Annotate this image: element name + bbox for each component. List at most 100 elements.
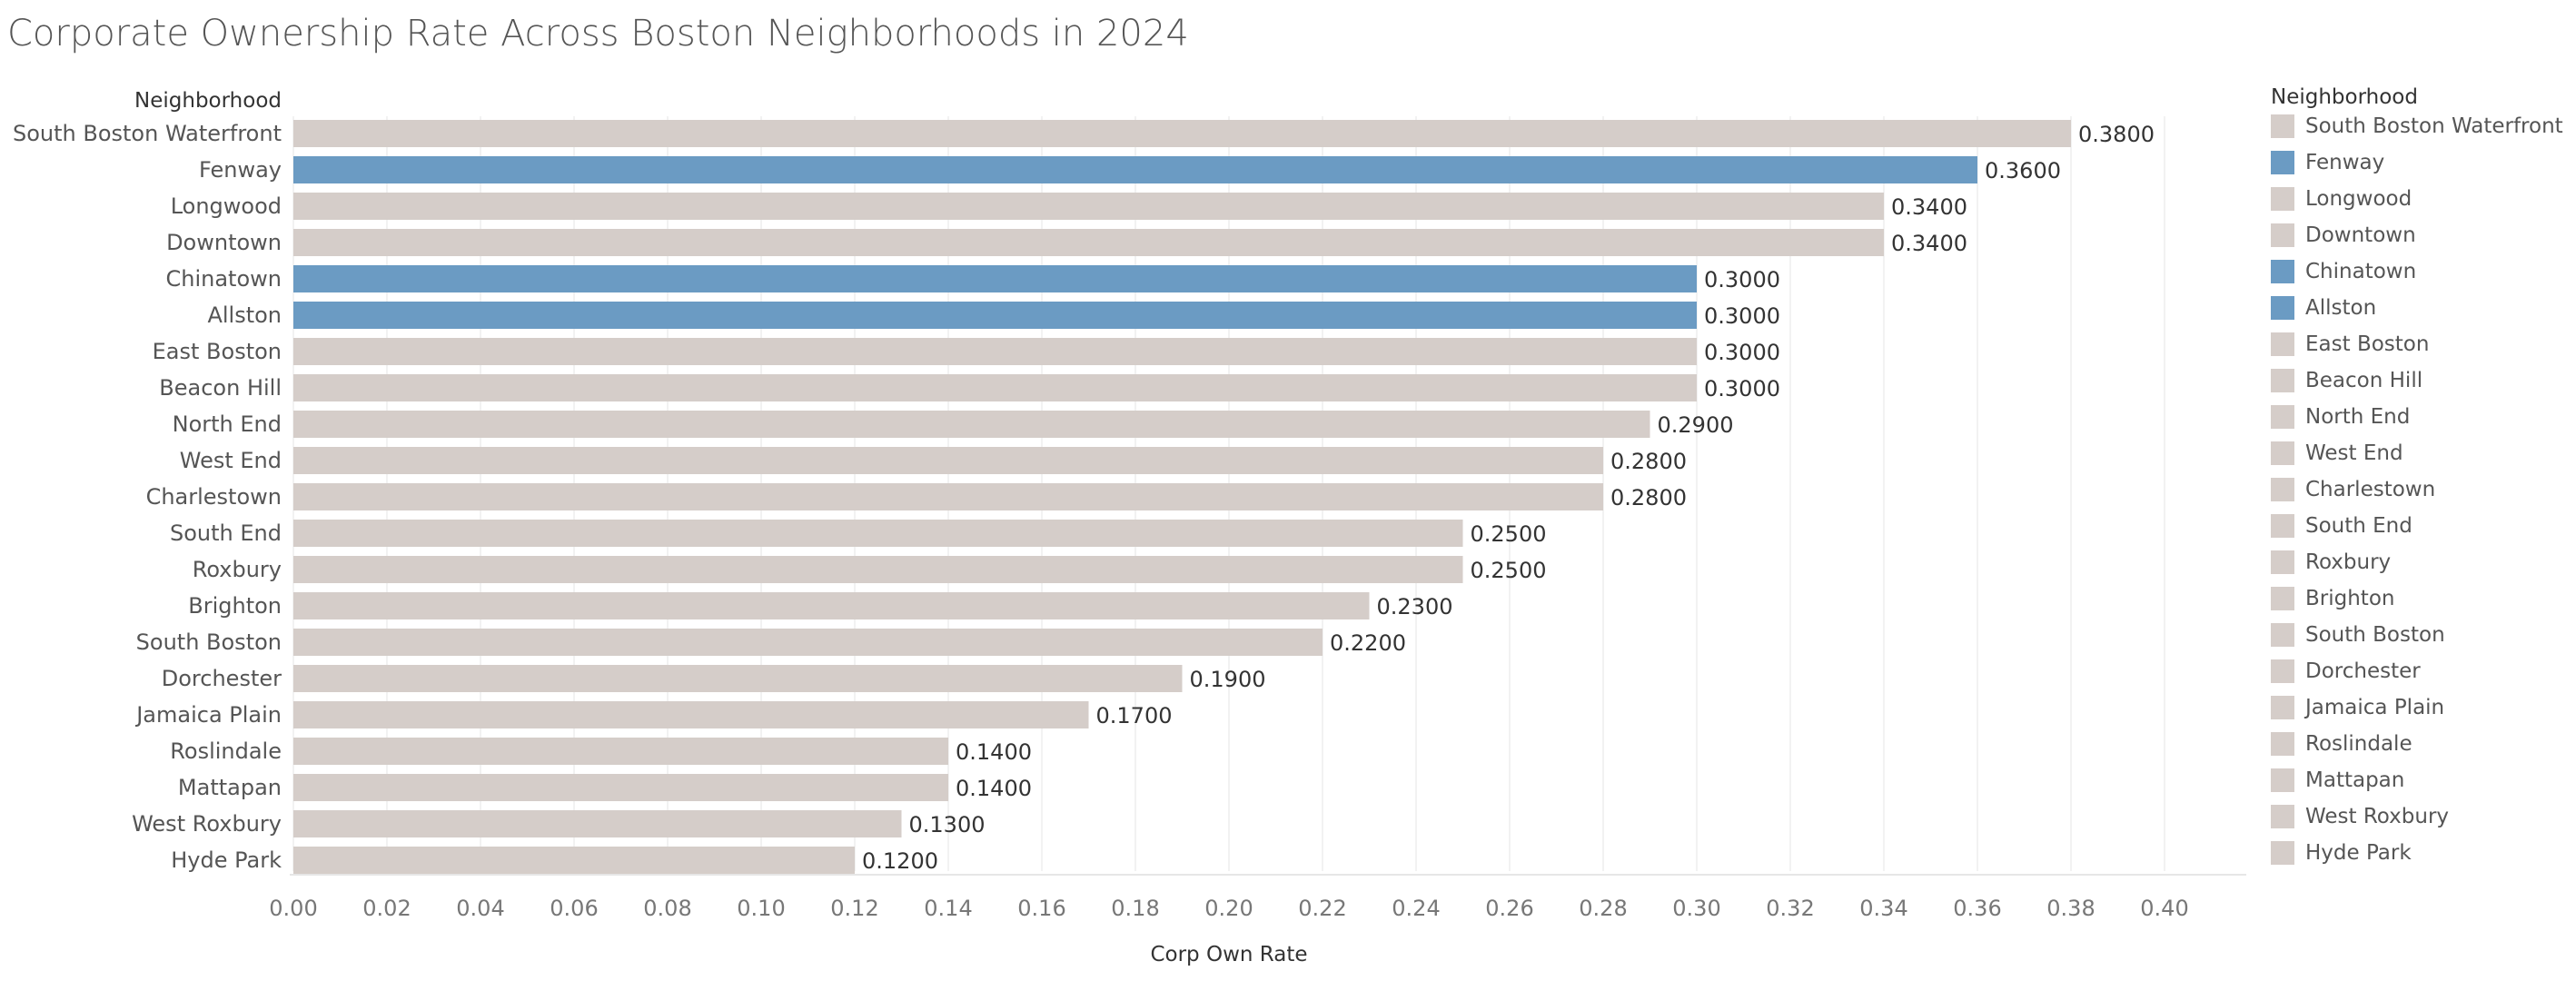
bar[interactable]	[293, 665, 1183, 692]
bar[interactable]	[293, 847, 855, 874]
bar-chart: 0.00 0.02 0.04 0.06 0.08 0.10 0.12 0.14 0.16 0.18…	[13, 89, 2246, 966]
legend-label: Dorchester	[2305, 659, 2421, 683]
x-tick-label: 0.40	[2140, 896, 2188, 921]
category-label: South Boston Waterfront	[13, 121, 282, 146]
x-tick-label: 0.00	[269, 896, 317, 921]
x-tick-label: 0.12	[830, 896, 878, 921]
bar[interactable]	[293, 229, 1884, 256]
value-label: 0.2800	[1610, 485, 1687, 510]
legend-swatch	[2271, 732, 2294, 756]
chart-title: Corporate Ownership Rate Across Boston N…	[7, 13, 1189, 54]
bar[interactable]	[293, 374, 1697, 401]
value-label: 0.3400	[1891, 194, 1967, 220]
bar[interactable]	[293, 302, 1697, 329]
bar[interactable]	[293, 193, 1884, 220]
legend-label: West Roxbury	[2305, 805, 2450, 828]
legend-label: Fenway	[2305, 151, 2385, 174]
category-label: East Boston	[153, 339, 282, 364]
legend-item[interactable]: South Boston Waterfront	[2271, 113, 2563, 140]
legend-item[interactable]: Allston	[2271, 294, 2376, 322]
legend-item[interactable]: Longwood	[2271, 185, 2412, 213]
legend-swatch	[2271, 296, 2294, 320]
legend-item[interactable]: Fenway	[2271, 149, 2384, 176]
bar[interactable]	[293, 592, 1370, 619]
legend-label: Jamaica Plain	[2305, 696, 2445, 719]
bar[interactable]	[293, 483, 1603, 510]
legend-item[interactable]: Chinatown	[2271, 258, 2416, 285]
legend-label: Roslindale	[2305, 732, 2413, 756]
x-tick-label: 0.16	[1017, 896, 1065, 921]
legend-title: Neighborhood	[2271, 85, 2418, 109]
bar[interactable]	[293, 774, 948, 801]
bar[interactable]	[293, 120, 2071, 147]
category-label: Charlestown	[146, 484, 282, 510]
legend-item[interactable]: Roslindale	[2271, 730, 2413, 758]
x-tick-label: 0.08	[643, 896, 691, 921]
category-label: West End	[180, 448, 282, 473]
legend-item[interactable]: Jamaica Plain	[2271, 694, 2444, 721]
legend-item[interactable]: South End	[2271, 512, 2413, 540]
bar[interactable]	[293, 265, 1697, 292]
legend-label: South End	[2305, 514, 2413, 538]
legend-item[interactable]: Downtown	[2271, 222, 2416, 249]
category-label: North End	[173, 411, 282, 437]
legend-swatch	[2271, 841, 2294, 865]
value-label: 0.2300	[1377, 594, 1453, 619]
legend-label: South Boston	[2305, 623, 2445, 647]
bar[interactable]	[293, 411, 1650, 438]
category-label: West Roxbury	[132, 811, 282, 837]
legend-label: East Boston	[2305, 332, 2430, 356]
bar[interactable]	[293, 556, 1463, 583]
legend-swatch	[2271, 587, 2294, 610]
value-label: 0.2500	[1471, 558, 1547, 583]
x-tick-label: 0.38	[2046, 896, 2095, 921]
value-label: 0.2200	[1330, 630, 1406, 656]
category-label: Chinatown	[166, 266, 282, 292]
legend-item[interactable]: Dorchester	[2271, 658, 2421, 685]
legend-item[interactable]: Charlestown	[2271, 476, 2435, 503]
legend-label: South Boston Waterfront	[2305, 114, 2563, 138]
x-tick-label: 0.24	[1392, 896, 1440, 921]
legend-item[interactable]: West Roxbury	[2271, 803, 2449, 830]
legend-item[interactable]: Roxbury	[2271, 549, 2391, 576]
value-label: 0.2500	[1471, 521, 1547, 547]
bar[interactable]	[293, 156, 1977, 183]
x-tick-label: 0.14	[924, 896, 972, 921]
legend-item[interactable]: West End	[2271, 440, 2403, 467]
bar[interactable]	[293, 810, 902, 837]
category-label: Roslindale	[170, 738, 282, 764]
legend-item[interactable]: East Boston	[2271, 331, 2429, 358]
bar[interactable]	[293, 629, 1323, 656]
legend-item[interactable]: Brighton	[2271, 585, 2394, 612]
value-label: 0.3000	[1704, 267, 1780, 292]
legend-label: Hyde Park	[2305, 841, 2412, 865]
value-label: 0.1900	[1190, 667, 1266, 692]
legend-swatch	[2271, 696, 2294, 719]
bar[interactable]	[293, 338, 1697, 365]
category-label: Longwood	[171, 193, 282, 219]
bar[interactable]	[293, 520, 1463, 547]
category-label: Beacon Hill	[159, 375, 282, 401]
legend-swatch	[2271, 114, 2294, 138]
legend: Neighborhood South Boston Waterfront Fenw…	[2271, 82, 2576, 865]
bar[interactable]	[293, 701, 1089, 728]
category-header: Neighborhood	[134, 89, 282, 113]
legend-label: West End	[2305, 441, 2403, 465]
legend-label: Allston	[2305, 296, 2377, 320]
bar[interactable]	[293, 447, 1603, 474]
legend-item[interactable]: Hyde Park	[2271, 839, 2412, 867]
legend-label: Roxbury	[2305, 550, 2392, 574]
legend-label: North End	[2305, 405, 2411, 429]
legend-swatch	[2271, 623, 2294, 647]
legend-item[interactable]: Beacon Hill	[2271, 367, 2422, 394]
x-tick-label: 0.30	[1672, 896, 1720, 921]
category-label: Roxbury	[193, 557, 282, 582]
legend-item[interactable]: North End	[2271, 403, 2410, 431]
value-label: 0.3000	[1704, 376, 1780, 401]
legend-label: Mattapan	[2305, 768, 2405, 792]
bar[interactable]	[293, 738, 948, 765]
legend-item[interactable]: Mattapan	[2271, 767, 2404, 794]
legend-item[interactable]: South Boston	[2271, 621, 2445, 649]
legend-swatch	[2271, 369, 2294, 392]
x-axis-title: Corp Own Rate	[1150, 943, 1307, 966]
